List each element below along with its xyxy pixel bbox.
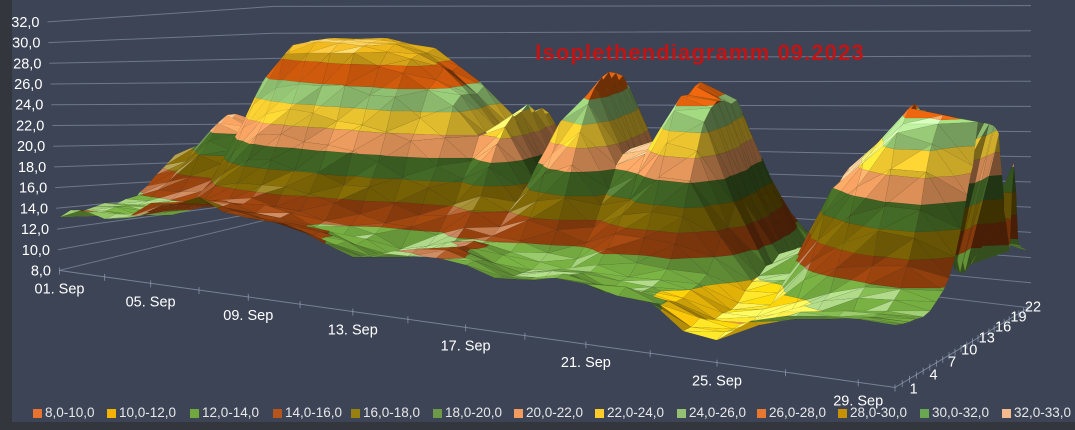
svg-text:13. Sep: 13. Sep: [328, 323, 378, 339]
svg-text:20,0-22,0: 20,0-22,0: [526, 405, 583, 420]
svg-text:05. Sep: 05. Sep: [126, 294, 176, 310]
svg-text:21. Sep: 21. Sep: [561, 355, 611, 371]
svg-text:28,0-30,0: 28,0-30,0: [850, 405, 907, 420]
svg-text:13: 13: [979, 331, 995, 347]
svg-text:26,0: 26,0: [14, 77, 42, 93]
svg-text:14,0: 14,0: [20, 201, 48, 217]
svg-text:29. Sep: 29. Sep: [833, 393, 883, 409]
svg-text:10: 10: [961, 342, 977, 358]
svg-text:25. Sep: 25. Sep: [692, 374, 742, 390]
svg-text:24,0: 24,0: [15, 98, 43, 114]
svg-text:09. Sep: 09. Sep: [223, 308, 273, 324]
svg-text:19: 19: [1010, 309, 1026, 325]
svg-text:7: 7: [948, 355, 956, 371]
svg-text:01. Sep: 01. Sep: [35, 282, 85, 298]
svg-text:22,0-24,0: 22,0-24,0: [607, 405, 664, 420]
svg-text:32,0-33,0: 32,0-33,0: [1014, 405, 1071, 420]
svg-text:16,0-18,0: 16,0-18,0: [363, 405, 420, 420]
svg-text:1: 1: [910, 382, 918, 398]
svg-text:30,0-32,0: 30,0-32,0: [932, 405, 989, 420]
svg-text:20,0: 20,0: [17, 139, 45, 155]
svg-text:24,0-26,0: 24,0-26,0: [689, 405, 746, 420]
svg-text:22,0: 22,0: [16, 119, 44, 135]
svg-text:22: 22: [1025, 300, 1041, 316]
svg-text:10,0: 10,0: [22, 243, 50, 259]
svg-text:16: 16: [995, 320, 1011, 336]
svg-text:32,0: 32,0: [11, 15, 39, 31]
svg-text:Isoplethendiagramm 09.2023: Isoplethendiagramm 09.2023: [535, 40, 864, 65]
svg-text:8,0: 8,0: [31, 264, 51, 280]
svg-text:30,0: 30,0: [12, 36, 40, 52]
svg-text:26,0-28,0: 26,0-28,0: [769, 405, 826, 420]
svg-text:10,0-12,0: 10,0-12,0: [119, 405, 176, 420]
svg-text:4: 4: [930, 368, 938, 384]
svg-text:17. Sep: 17. Sep: [441, 338, 491, 354]
svg-text:28,0: 28,0: [13, 56, 41, 72]
svg-text:8,0-10,0: 8,0-10,0: [45, 405, 95, 420]
svg-text:18,0-20,0: 18,0-20,0: [445, 405, 502, 420]
svg-text:18,0: 18,0: [18, 160, 46, 176]
svg-text:12,0-14,0: 12,0-14,0: [202, 405, 259, 420]
svg-text:14,0-16,0: 14,0-16,0: [285, 405, 342, 420]
svg-text:16,0: 16,0: [19, 181, 47, 197]
svg-text:12,0: 12,0: [21, 222, 49, 238]
